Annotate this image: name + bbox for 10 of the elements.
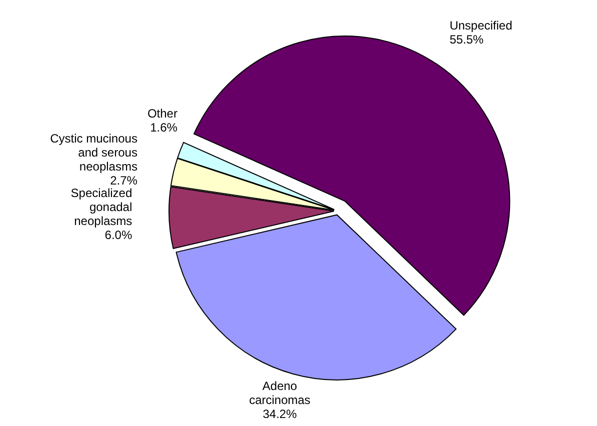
slice-label: Cystic mucinous and serous neoplasms [50,131,138,174]
data-label: 34.2% [262,406,298,421]
slice-label: Specialized gonadal neoplasms [70,186,132,228]
data-label: 2.7% [110,173,138,188]
slice-label: Unspecified [450,18,512,33]
data-label: 55.5% [450,32,484,47]
slice-label: Adeno carcinomas [249,378,310,407]
slice-label: Other [147,106,178,120]
data-label: 1.6% [150,120,178,134]
data-label: 6.0% [104,228,132,242]
